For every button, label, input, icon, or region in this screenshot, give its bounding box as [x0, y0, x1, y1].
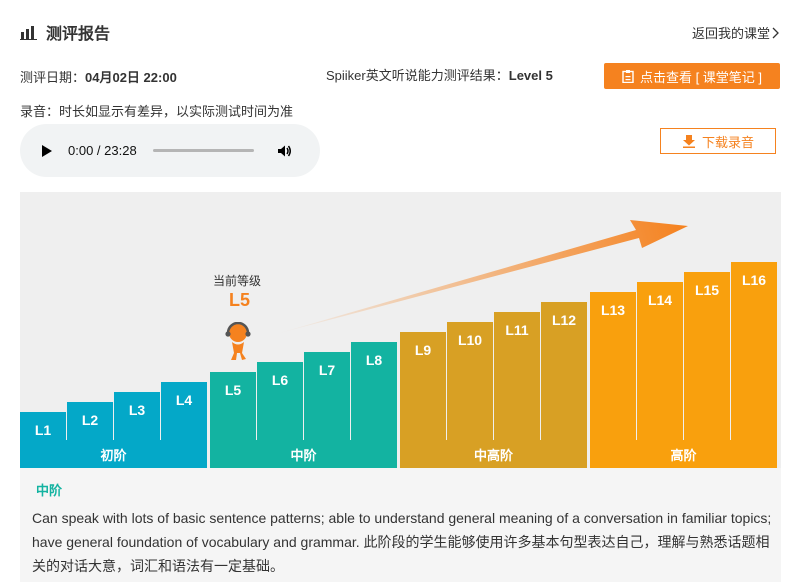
page-title: 测评报告	[46, 26, 111, 43]
level-bar[interactable]: L13	[590, 292, 636, 468]
audio-player: 0:00 / 23:28	[20, 124, 320, 177]
stage-description: 中阶 Can speak with lots of basic sentence…	[20, 468, 781, 582]
bar-chart-icon	[20, 26, 37, 40]
view-notes-label: 点击查看 [ 课堂笔记 ]	[639, 69, 763, 85]
notes-icon	[622, 69, 634, 83]
progress-arrow	[276, 220, 688, 334]
stage-label[interactable]: 初阶	[20, 440, 207, 468]
level-chart: 当前等级 L5 L1 L2 L3 L4 初阶 L5 L6 L7 L8 中阶 L9 L10 L11 L12 中…	[20, 192, 781, 468]
current-level-label: 当前等级	[213, 274, 262, 288]
play-button[interactable]	[42, 144, 52, 157]
audio-progress-bar[interactable]	[152, 149, 254, 152]
volume-icon[interactable]	[276, 143, 292, 159]
test-result-value: Level 5	[508, 68, 553, 83]
download-recording-button[interactable]: 下载录音	[660, 128, 776, 154]
audio-time: 0:00 / 23:28	[68, 143, 137, 158]
download-label: 下载录音	[701, 134, 754, 150]
test-result: Spiiker英文听说能力测评结果：Level 5	[326, 65, 553, 84]
report-header: 测评报告	[20, 20, 110, 44]
stage-label[interactable]: 中高阶	[400, 440, 587, 468]
test-date: 测评日期：04月02日 22:00	[20, 67, 177, 86]
back-to-classroom-link[interactable]: 返回我的课堂	[692, 23, 780, 42]
level-bar[interactable]: L14	[637, 282, 683, 468]
test-date-value: 04月02日 22:00	[85, 70, 177, 85]
test-result-label: Spiiker英文听说能力测评结果：	[326, 68, 509, 83]
mascot-icon	[225, 322, 251, 360]
level-bar[interactable]: L16	[731, 262, 777, 468]
level-bar[interactable]: L15	[684, 272, 730, 468]
stage-label[interactable]: 高阶	[590, 440, 777, 468]
description-stage: 中阶	[36, 483, 63, 498]
test-date-label: 测评日期：	[20, 70, 86, 85]
current-level-value: L5	[229, 290, 251, 310]
stage-label[interactable]: 中阶	[210, 440, 397, 468]
download-icon	[682, 135, 695, 148]
view-notes-button[interactable]: 点击查看 [ 课堂笔记 ]	[604, 63, 780, 89]
back-link-label: 返回我的课堂	[691, 26, 770, 41]
recording-note: 录音：时长如显示有差异，以实际测试时间为准	[20, 104, 294, 119]
chevron-right-icon	[772, 27, 779, 38]
description-text: Can speak with lots of basic sentence pa…	[32, 510, 772, 574]
